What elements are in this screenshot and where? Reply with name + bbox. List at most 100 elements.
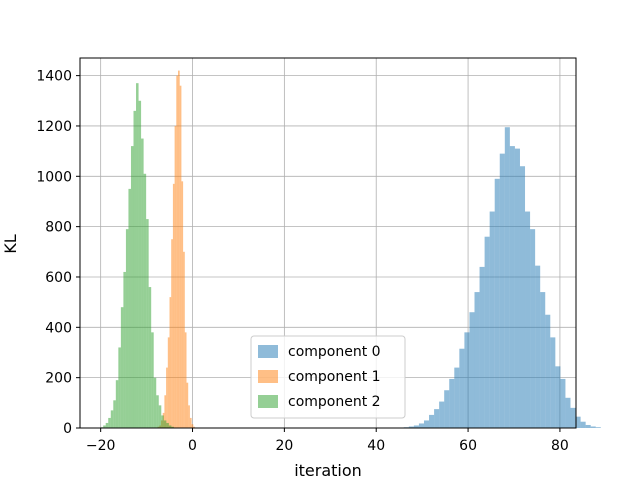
component-1-bar — [174, 125, 177, 429]
component-0-bar — [474, 292, 480, 428]
component-2-bar — [163, 420, 167, 428]
component-0-bar — [418, 423, 424, 428]
component-1-bar — [166, 367, 168, 428]
legend-swatch-component-1 — [258, 370, 278, 383]
component-2-bar — [130, 146, 134, 428]
histogram-bars — [100, 70, 601, 429]
x-tick-label: −20 — [86, 438, 116, 454]
component-2-bar — [143, 173, 147, 428]
component-0-bar — [509, 146, 515, 428]
component-2-bar — [125, 229, 129, 428]
component-2-bar — [123, 271, 126, 428]
component-0-bar — [439, 401, 445, 428]
component-2-bar — [141, 138, 144, 428]
x-tick-label: 0 — [188, 438, 197, 454]
legend-box — [250, 335, 406, 419]
component-2-bar — [128, 188, 131, 428]
component-1-bar — [184, 332, 187, 428]
component-2-bar — [166, 422, 169, 428]
component-1-bar — [169, 297, 172, 428]
component-1-bar — [172, 183, 175, 428]
legend-label-component-2: component 2 — [288, 394, 381, 410]
component-1-bar — [186, 382, 189, 428]
component-1-bar — [188, 405, 190, 428]
y-tick-label: 0 — [63, 421, 72, 437]
component-2-bar — [168, 425, 172, 428]
legend-label-component-0: component 0 — [288, 344, 381, 360]
component-2-bar — [110, 410, 114, 428]
legend-swatch-component-2 — [258, 395, 278, 408]
component-2-bar — [113, 400, 116, 428]
component-2-bar — [171, 426, 174, 428]
component-2-bar — [115, 380, 119, 428]
component-0-bar — [469, 312, 475, 428]
component-0-bar — [580, 421, 586, 428]
component-2-bar — [138, 100, 142, 428]
component-0-bar — [514, 148, 520, 428]
component-0-bar — [423, 420, 430, 428]
component-0-bar — [479, 266, 485, 428]
y-tick-label: 600 — [45, 270, 72, 286]
component-0-bar — [555, 366, 561, 428]
component-2-bar — [146, 219, 149, 428]
y-tick-label: 1000 — [36, 169, 72, 185]
component-2-bar — [151, 332, 154, 428]
component-0-bar — [434, 409, 440, 428]
component-0-bar — [585, 424, 591, 428]
component-0-bar — [464, 332, 470, 428]
component-2-bar — [105, 422, 109, 428]
component-0-bar — [459, 348, 465, 428]
component-2-bar — [161, 415, 164, 428]
component-1-bar — [178, 70, 180, 429]
component-0-bar — [454, 367, 460, 428]
component-0-bar — [550, 337, 556, 428]
y-tick-label: 400 — [45, 320, 72, 336]
component-0-bar — [413, 425, 419, 428]
component-0-bar — [519, 166, 526, 428]
component-0-bar — [489, 211, 495, 428]
component-2-bar — [120, 307, 124, 428]
component-0-bar — [504, 127, 510, 429]
component-2-bar — [108, 417, 111, 428]
component-0-bar — [545, 314, 551, 428]
y-tick-label: 200 — [45, 371, 72, 387]
component-2-bar — [158, 405, 162, 428]
y-tick-label: 1200 — [36, 119, 72, 135]
component-0-bar — [560, 378, 566, 428]
component-0-bar — [449, 378, 455, 428]
component-1-bar — [181, 181, 184, 428]
component-2-bar — [133, 110, 137, 428]
x-axis-label: iteration — [294, 461, 362, 480]
component-0-bar — [575, 416, 581, 428]
component-0-bar — [590, 426, 596, 428]
component-0-bar — [499, 153, 505, 429]
component-2-bar — [148, 287, 152, 428]
component-1-bar — [167, 337, 170, 428]
x-tick-label: 80 — [551, 438, 569, 454]
y-tick-label: 800 — [45, 220, 72, 236]
x-tick-label: 40 — [367, 438, 385, 454]
component-0-bar — [408, 426, 414, 428]
component-0-bar — [444, 390, 450, 428]
component-0-bar — [570, 407, 576, 428]
component-0-bar — [494, 178, 500, 428]
plot-frame — [79, 57, 577, 429]
component-0-bar — [429, 414, 435, 428]
x-tick-label: 60 — [459, 438, 477, 454]
component-0-bar — [565, 397, 571, 428]
x-tick-label: 20 — [275, 438, 293, 454]
y-axis-label: KL — [1, 234, 20, 253]
component-1-bar — [176, 75, 179, 428]
legend-swatch-component-0 — [258, 345, 278, 358]
component-1-bar — [164, 395, 167, 428]
axes-frame — [79, 57, 577, 429]
component-1-bar — [183, 251, 185, 428]
component-1-bar — [171, 239, 173, 428]
component-0-bar — [525, 211, 531, 428]
component-2-bar — [153, 377, 157, 428]
component-0-bar — [484, 236, 490, 428]
y-tick-label: 1400 — [36, 69, 72, 85]
component-0-bar — [535, 265, 541, 428]
